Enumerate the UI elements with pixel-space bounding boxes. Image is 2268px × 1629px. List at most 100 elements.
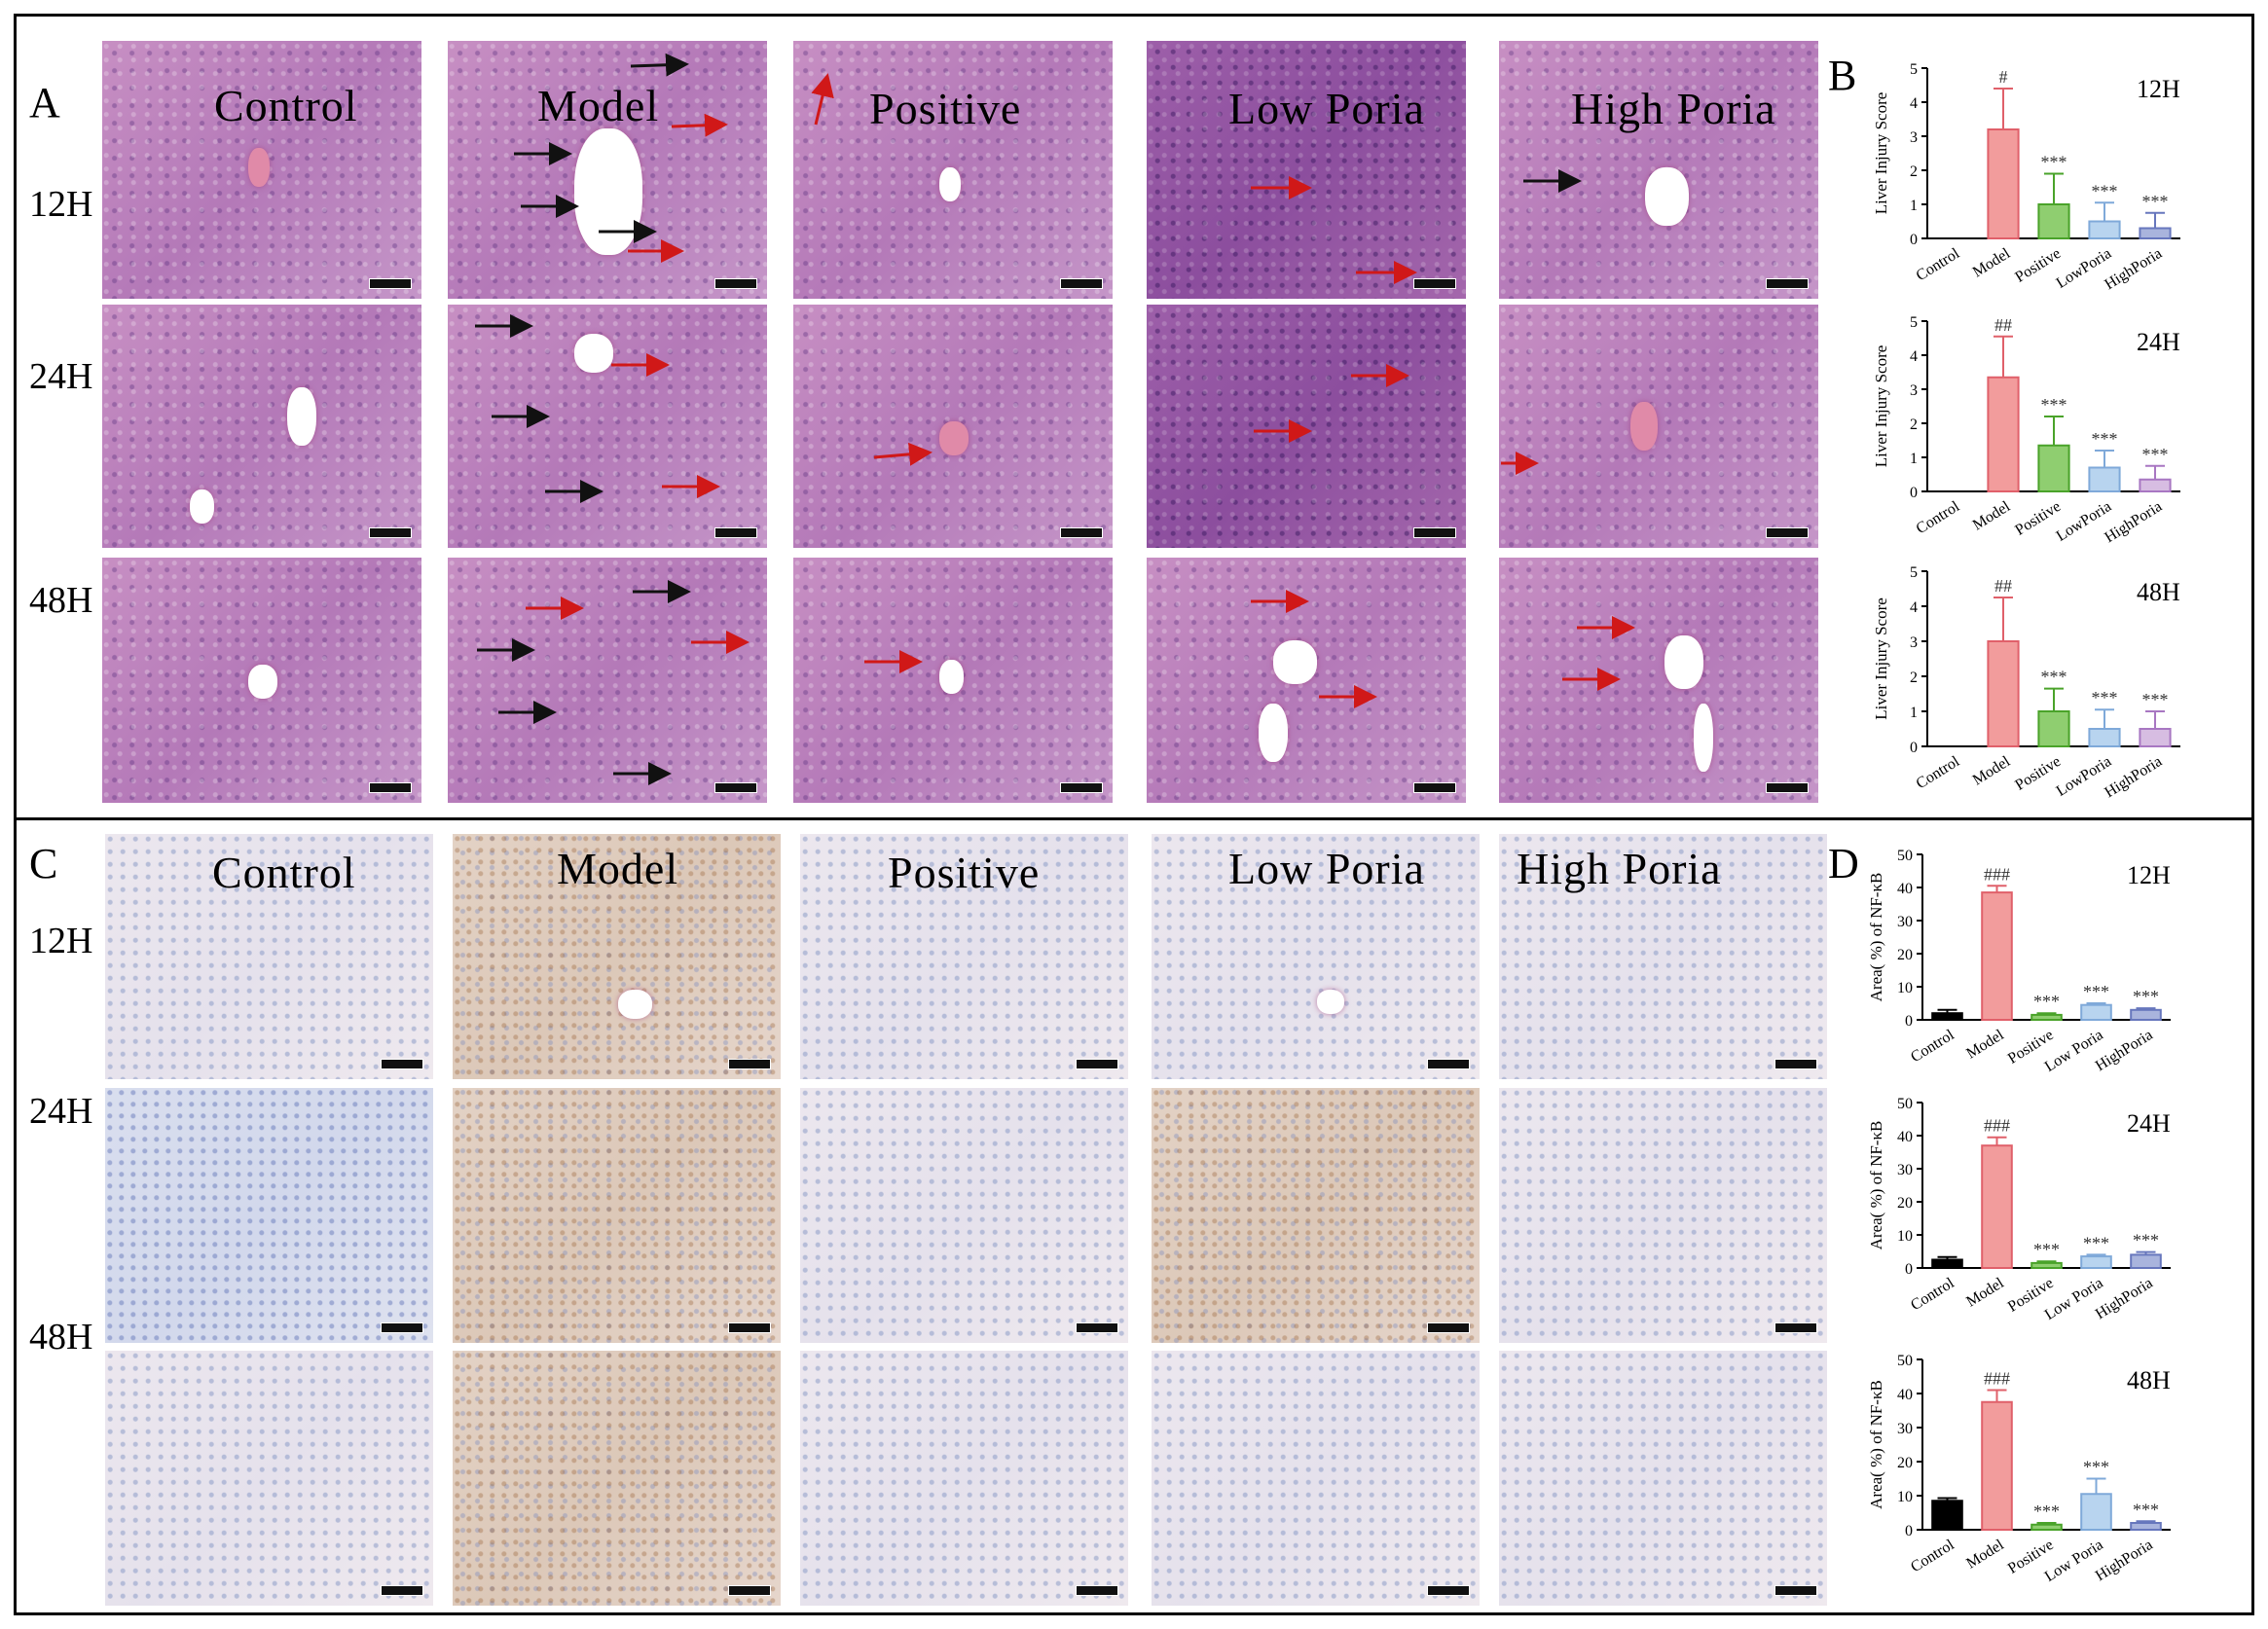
chart-time-label: 12H: [2137, 75, 2180, 103]
significance-label: ***: [2133, 1500, 2159, 1519]
significance-label: ***: [2083, 982, 2109, 1001]
col-label-c-model: Model: [557, 844, 679, 893]
bar: [2080, 1003, 2112, 1021]
chart-d-24h: 0 10 20 30 40 50 Area( %) of NF-κB 24H Control ##…: [1867, 1096, 2171, 1323]
chart-d-48h: 0 10 20 30 40 50 Area( %) of NF-κB 48H Control ##…: [1867, 1353, 2171, 1585]
y-tick-label: 3: [1910, 634, 1918, 651]
bar: [1981, 1144, 2013, 1270]
panel-label-a: A: [29, 79, 60, 127]
y-tick-label: 30: [1897, 1162, 1913, 1178]
ihc-positive-48h: [800, 1351, 1128, 1606]
arrow-overlay: [475, 53, 1635, 785]
col-label-c-lowporia: Low Poria: [1228, 844, 1425, 893]
y-tick-label: 1: [1910, 451, 1918, 467]
significance-label: ##: [1994, 315, 2012, 335]
col-label-a-model: Model: [537, 81, 660, 130]
col-label-c-control: Control: [212, 848, 356, 897]
he-positive-12h: [793, 41, 1113, 299]
col-label-a-highporia: High Poria: [1571, 84, 1776, 133]
figure-frame: [14, 14, 2254, 1615]
y-axis-label: Liver Injury Score: [1872, 597, 1890, 720]
bar: [1931, 1258, 1963, 1269]
x-tick-label: Model: [1963, 1537, 2007, 1573]
y-tick-label: 40: [1897, 1387, 1913, 1403]
bar: [2139, 478, 2172, 492]
ihc-control-48h: [105, 1351, 433, 1606]
x-tick-label: HighPoria: [2093, 1537, 2156, 1584]
chart-time-label: 24H: [2137, 328, 2180, 356]
significance-label: ***: [2083, 1233, 2109, 1252]
ihc-lowporia-12h: [1152, 834, 1480, 1079]
significance-label: ***: [2033, 1240, 2060, 1259]
y-tick-label: 2: [1910, 163, 1918, 180]
he-model-48h: [448, 558, 767, 803]
bar: [1931, 1500, 1963, 1531]
y-axis-label: Liver Injury Score: [1872, 92, 1890, 215]
y-tick-label: 30: [1897, 914, 1913, 930]
bar: [2088, 728, 2121, 747]
y-tick-label: 1: [1910, 198, 1918, 214]
y-tick-label: 0: [1910, 740, 1918, 756]
y-tick-label: 2: [1910, 416, 1918, 433]
ihc-highporia-12h: [1499, 834, 1827, 1079]
he-positive-48h: [793, 558, 1113, 803]
y-tick-label: 20: [1897, 1455, 1913, 1471]
chart-b-48h: 0 1 2 3 4 5 Liver Injury Score 48H Control ## Mode…: [1872, 564, 2180, 801]
col-label-a-lowporia: Low Poria: [1228, 84, 1425, 133]
col-label-c-positive: Positive: [888, 848, 1041, 897]
chart-time-label: 24H: [2127, 1109, 2171, 1138]
bar: [2130, 1008, 2162, 1022]
col-label-c-highporia: High Poria: [1517, 844, 1722, 893]
significance-label: ***: [2083, 1458, 2109, 1477]
y-tick-label: 2: [1910, 670, 1918, 686]
y-axis-label: Liver Injury Score: [1872, 345, 1890, 468]
x-tick-label: Control: [1914, 753, 1963, 793]
ihc-model-24h: [453, 1088, 781, 1343]
significance-label: ***: [2142, 445, 2169, 464]
bar: [2037, 444, 2070, 492]
bar: [2130, 1522, 2162, 1531]
x-tick-label: HighPoria: [2093, 1275, 2156, 1322]
ihc-highporia-48h: [1499, 1351, 1827, 1606]
y-axis-label: Area( %) of NF-κB: [1867, 873, 1885, 1002]
y-tick-label: 0: [1910, 485, 1918, 501]
y-tick-label: 3: [1910, 129, 1918, 146]
chart-b-12h: 0 1 2 3 4 5 Liver Injury Score 12H Control # Model…: [1872, 61, 2180, 293]
bar: [2030, 1261, 2063, 1269]
ihc-positive-24h: [800, 1088, 1128, 1343]
significance-label: ***: [2041, 153, 2067, 172]
he-model-12h: [448, 41, 767, 299]
row-label-a-12h: 12H: [29, 184, 93, 225]
bar: [2139, 227, 2172, 239]
he-lowporia-12h: [1147, 41, 1466, 299]
significance-label: ***: [2033, 992, 2060, 1011]
y-tick-label: 0: [1905, 1261, 1913, 1278]
ihc-highporia-24h: [1499, 1088, 1827, 1343]
panel-label-b: B: [1828, 52, 1857, 99]
row-label-a-48h: 48H: [29, 580, 93, 621]
arrow-red: [671, 113, 728, 137]
col-label-a-control: Control: [214, 81, 358, 130]
bar: [2030, 1523, 2063, 1531]
bar: [2088, 220, 2121, 239]
he-highporia-12h: [1499, 41, 1818, 299]
bar: [2037, 203, 2070, 239]
he-control-48h: [102, 558, 421, 803]
arrow-red: [811, 73, 834, 126]
bar: [2139, 728, 2172, 747]
y-tick-label: 50: [1897, 1096, 1913, 1112]
significance-label: #: [1999, 67, 2008, 87]
significance-label: ***: [2092, 181, 2118, 200]
x-tick-label: Control: [1908, 1537, 1957, 1576]
arrow-black: [630, 53, 689, 77]
bar: [1987, 376, 2020, 492]
he-model-24h: [448, 305, 767, 548]
bar: [2037, 710, 2070, 747]
chart-d-12h: 0 10 20 30 40 50 Area( %) of NF-κB 12H Control ##…: [1867, 848, 2171, 1075]
y-tick-label: 5: [1910, 61, 1918, 78]
x-tick-label: Model: [1970, 498, 2014, 534]
he-highporia-48h: [1499, 558, 1818, 803]
x-tick-label: Control: [1914, 498, 1963, 538]
panel-label-d: D: [1828, 840, 1859, 887]
he-control-24h: [102, 305, 421, 548]
